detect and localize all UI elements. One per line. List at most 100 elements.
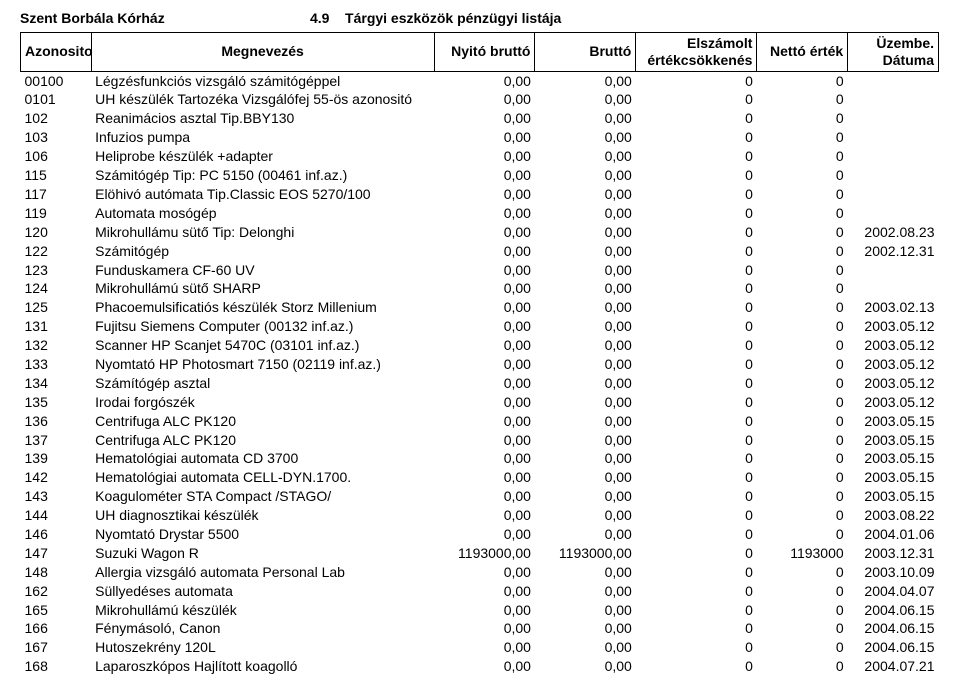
cell-date: [848, 128, 939, 147]
col-header-id: Azonosito: [21, 33, 92, 72]
cell-netto: 0: [757, 525, 848, 544]
cell-brutto: 0,00: [535, 147, 636, 166]
table-row: 135Irodai forgószék0,000,00002003.05.12: [21, 393, 939, 412]
cell-date: [848, 204, 939, 223]
table-row: 142Hematológiai automata CELL-DYN.1700.0…: [21, 468, 939, 487]
cell-elsz: 0: [636, 166, 757, 185]
table-row: 167Hutoszekrény 120L0,000,00002004.06.15: [21, 638, 939, 657]
cell-id: 166: [21, 619, 92, 638]
cell-date: 2003.05.15: [848, 487, 939, 506]
cell-nyito: 0,00: [434, 261, 535, 280]
cell-netto: 0: [757, 657, 848, 676]
cell-elsz: 0: [636, 128, 757, 147]
list-title: 4.9 Tárgyi eszközök pénzügyi listája: [310, 10, 939, 26]
cell-nyito: 0,00: [434, 336, 535, 355]
table-row: 115Számitógép Tip: PC 5150 (00461 inf.az…: [21, 166, 939, 185]
cell-nyito: 0,00: [434, 90, 535, 109]
cell-netto: 0: [757, 90, 848, 109]
cell-brutto: 0,00: [535, 506, 636, 525]
cell-nyito: 0,00: [434, 355, 535, 374]
cell-elsz: 0: [636, 412, 757, 431]
cell-nyito: 0,00: [434, 185, 535, 204]
table-row: 137Centrifuga ALC PK1200,000,00002003.05…: [21, 431, 939, 450]
cell-netto: 0: [757, 223, 848, 242]
cell-id: 139: [21, 449, 92, 468]
cell-elsz: 0: [636, 601, 757, 620]
cell-date: 2004.06.15: [848, 638, 939, 657]
cell-netto: 0: [757, 393, 848, 412]
cell-brutto: 0,00: [535, 374, 636, 393]
table-header-row: Azonosito Megnevezés Nyitó bruttó Bruttó…: [21, 33, 939, 72]
cell-brutto: 0,00: [535, 431, 636, 450]
cell-name: Centrifuga ALC PK120: [91, 431, 434, 450]
cell-brutto: 0,00: [535, 619, 636, 638]
cell-name: Laparoszkópos Hajlított koagolló: [91, 657, 434, 676]
cell-elsz: 0: [636, 109, 757, 128]
cell-name: Funduskamera CF-60 UV: [91, 261, 434, 280]
cell-elsz: 0: [636, 336, 757, 355]
table-row: 132Scanner HP Scanjet 5470C (03101 inf.a…: [21, 336, 939, 355]
cell-brutto: 0,00: [535, 223, 636, 242]
cell-date: 2003.05.12: [848, 374, 939, 393]
cell-elsz: 0: [636, 279, 757, 298]
cell-id: 146: [21, 525, 92, 544]
table-row: 0101UH készülék Tartozéka Vizsgálófej 55…: [21, 90, 939, 109]
cell-nyito: 0,00: [434, 204, 535, 223]
cell-name: Heliprobe készülék +adapter: [91, 147, 434, 166]
cell-id: 137: [21, 431, 92, 450]
cell-brutto: 0,00: [535, 185, 636, 204]
cell-nyito: 0,00: [434, 128, 535, 147]
cell-name: Nyomtató Drystar 5500: [91, 525, 434, 544]
cell-netto: 0: [757, 601, 848, 620]
cell-nyito: 0,00: [434, 374, 535, 393]
cell-date: 2003.05.12: [848, 317, 939, 336]
cell-name: Scanner HP Scanjet 5470C (03101 inf.az.): [91, 336, 434, 355]
cell-netto: 0: [757, 638, 848, 657]
cell-name: Hutoszekrény 120L: [91, 638, 434, 657]
cell-elsz: 0: [636, 355, 757, 374]
cell-brutto: 0,00: [535, 128, 636, 147]
cell-nyito: 0,00: [434, 449, 535, 468]
cell-netto: 0: [757, 166, 848, 185]
cell-nyito: 0,00: [434, 582, 535, 601]
cell-brutto: 0,00: [535, 449, 636, 468]
cell-elsz: 0: [636, 563, 757, 582]
cell-nyito: 0,00: [434, 298, 535, 317]
table-row: 120Mikrohullámu sütő Tip: Delonghi0,000,…: [21, 223, 939, 242]
cell-date: 2003.02.13: [848, 298, 939, 317]
cell-brutto: 0,00: [535, 317, 636, 336]
cell-nyito: 0,00: [434, 147, 535, 166]
cell-nyito: 0,00: [434, 223, 535, 242]
cell-netto: 0: [757, 242, 848, 261]
cell-date: 2004.06.15: [848, 601, 939, 620]
cell-elsz: 0: [636, 317, 757, 336]
cell-netto: 0: [757, 147, 848, 166]
cell-name: Süllyedéses automata: [91, 582, 434, 601]
cell-netto: 0: [757, 71, 848, 90]
table-row: 143Koagulométer STA Compact /STAGO/0,000…: [21, 487, 939, 506]
cell-name: Koagulométer STA Compact /STAGO/: [91, 487, 434, 506]
cell-netto: 0: [757, 317, 848, 336]
table-row: 134Számítógép asztal0,000,00002003.05.12: [21, 374, 939, 393]
table-row: 102Reanimácios asztal Tip.BBY1300,000,00…: [21, 109, 939, 128]
table-row: 00100Légzésfunkciós vizsgáló számitógépp…: [21, 71, 939, 90]
cell-id: 123: [21, 261, 92, 280]
cell-netto: 0: [757, 582, 848, 601]
cell-elsz: 0: [636, 204, 757, 223]
cell-nyito: 0,00: [434, 525, 535, 544]
cell-date: 2002.12.31: [848, 242, 939, 261]
cell-id: 102: [21, 109, 92, 128]
table-row: 123Funduskamera CF-60 UV0,000,0000: [21, 261, 939, 280]
cell-id: 136: [21, 412, 92, 431]
cell-id: 124: [21, 279, 92, 298]
cell-brutto: 0,00: [535, 90, 636, 109]
cell-elsz: 0: [636, 506, 757, 525]
col-header-elsz: Elszámolt értékcsökkenés: [636, 33, 757, 72]
cell-date: 2004.07.21: [848, 657, 939, 676]
cell-name: Hematológiai automata CELL-DYN.1700.: [91, 468, 434, 487]
cell-nyito: 0,00: [434, 412, 535, 431]
cell-nyito: 0,00: [434, 166, 535, 185]
cell-netto: 0: [757, 619, 848, 638]
cell-brutto: 0,00: [535, 336, 636, 355]
cell-brutto: 0,00: [535, 261, 636, 280]
